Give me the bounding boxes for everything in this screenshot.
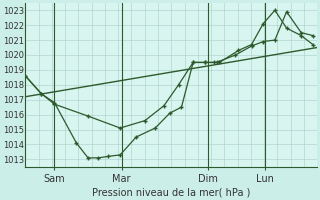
X-axis label: Pression niveau de la mer( hPa ): Pression niveau de la mer( hPa ) (92, 187, 251, 197)
